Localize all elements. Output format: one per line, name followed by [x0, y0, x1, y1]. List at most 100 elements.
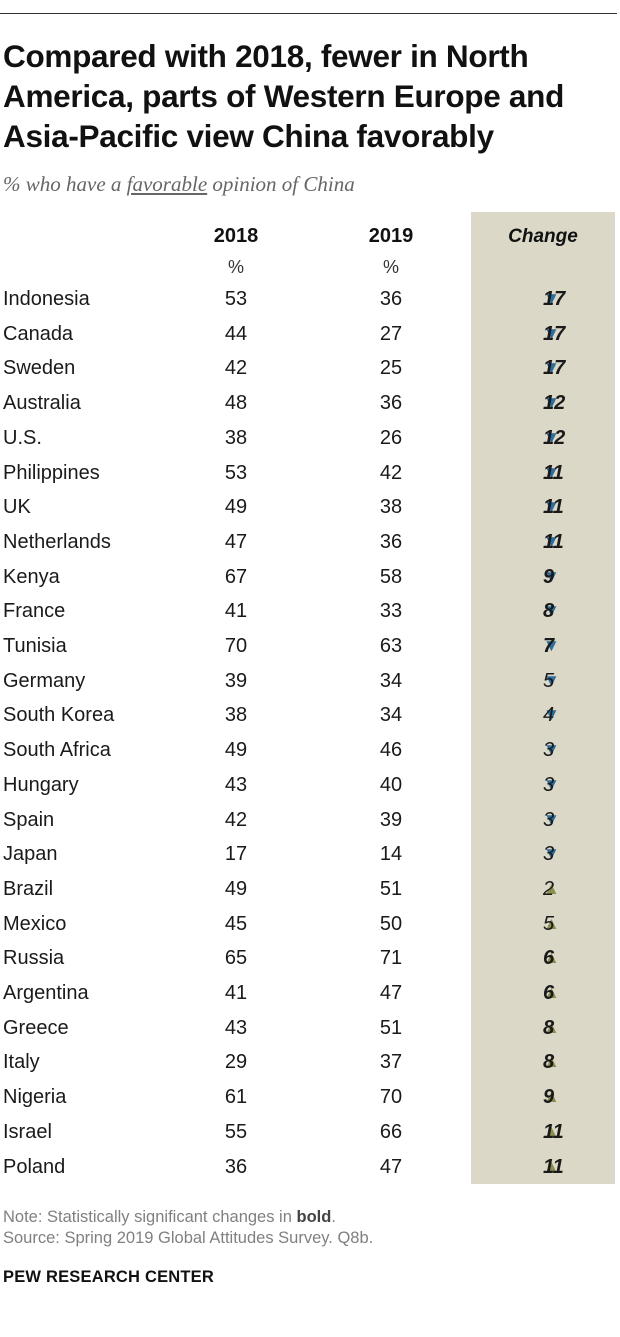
value-2019: 40 — [379, 773, 403, 796]
table-row: Hungary 43 40 ▼ 3 — [0, 768, 620, 802]
value-2019: 26 — [379, 426, 403, 449]
table-row: Nigeria 61 70 ▲ 9 — [0, 1080, 620, 1114]
triangle-down-icon: ▼ — [543, 566, 560, 586]
country-label: Israel — [3, 1120, 52, 1143]
triangle-down-icon: ▼ — [543, 497, 560, 517]
change-value: 12 — [543, 392, 566, 415]
value-2018: 42 — [224, 808, 248, 831]
value-2019: 34 — [379, 669, 403, 692]
table-row: Spain 42 39 ▼ 3 — [0, 803, 620, 837]
triangle-down-icon: ▼ — [543, 531, 560, 551]
value-2018: 45 — [224, 912, 248, 935]
country-label: Argentina — [3, 982, 89, 1004]
table-row: Kenya 67 58 ▼ 9 — [0, 560, 620, 594]
table-row: Poland 36 47 ▲ 11 — [0, 1150, 620, 1184]
value-2019: 63 — [379, 635, 403, 657]
change-value: 8 — [543, 1051, 555, 1074]
value-2019: 25 — [379, 357, 403, 380]
value-2019: 70 — [379, 1086, 403, 1109]
triangle-down-icon: ▼ — [543, 636, 560, 655]
value-2018: 49 — [224, 496, 248, 519]
chart-subtitle: % who have a favorable opinion of China — [3, 172, 355, 197]
table-row: Tunisia 70 63 ▼ 7 — [0, 629, 620, 663]
table-row: Italy 29 37 ▲ 8 — [0, 1045, 620, 1079]
triangle-down-icon: ▼ — [543, 323, 560, 343]
value-2018: 55 — [224, 1120, 248, 1143]
value-2019: 50 — [379, 912, 403, 935]
value-2018: 53 — [224, 461, 248, 484]
value-2018: 65 — [224, 947, 248, 970]
value-2019: 42 — [379, 461, 403, 484]
value-2018: 39 — [224, 669, 248, 692]
table-row: Germany 39 34 ▼ 5 — [0, 664, 620, 698]
country-label: Tunisia — [3, 635, 67, 657]
value-2018: 53 — [224, 288, 248, 310]
triangle-up-icon: ▲ — [543, 948, 560, 968]
column-header-2019: 2019 — [368, 225, 414, 247]
table-row: Netherlands 47 36 ▼ 11 — [0, 525, 620, 559]
value-2019: 27 — [379, 322, 403, 345]
table-row: Brazil 49 51 ▲ 2 — [0, 872, 620, 906]
country-label: Germany — [3, 669, 86, 692]
value-2018: 43 — [224, 1016, 248, 1039]
table-row: U.S. 38 26 ▼ 12 — [0, 421, 620, 455]
change-value: 12 — [543, 426, 566, 449]
change-value: 3 — [543, 843, 555, 866]
table-row: UK 49 38 ▼ 11 — [0, 490, 620, 524]
country-label: Japan — [3, 843, 58, 866]
table-row: Indonesia 53 36 ▼ 17 — [0, 282, 620, 316]
table-row: South Korea 38 34 ▼ 4 — [0, 698, 620, 732]
country-label: Indonesia — [3, 288, 90, 310]
value-2019: 33 — [379, 600, 403, 623]
table-row: Sweden 42 25 ▼ 17 — [0, 351, 620, 385]
triangle-down-icon: ▼ — [543, 358, 560, 378]
country-label: Australia — [3, 392, 81, 415]
table-row: Australia 48 36 ▼ 12 — [0, 386, 620, 420]
top-rule — [0, 13, 617, 14]
triangle-down-icon: ▼ — [543, 809, 560, 829]
country-label: Philippines — [3, 461, 100, 484]
source-line: Source: Spring 2019 Global Attitudes Sur… — [3, 1229, 374, 1247]
country-label: Mexico — [3, 912, 67, 935]
value-2018: 44 — [224, 322, 248, 345]
column-header-2018: 2018 — [213, 225, 259, 247]
triangle-up-icon: ▲ — [543, 1121, 560, 1141]
note-prefix: Note: Statistically significant changes … — [3, 1208, 297, 1226]
triangle-up-icon: ▲ — [543, 1052, 560, 1072]
change-value: 11 — [543, 530, 564, 553]
country-label: Poland — [3, 1155, 66, 1178]
change-value: 5 — [543, 912, 555, 935]
table-row: South Africa 49 46 ▼ 3 — [0, 733, 620, 767]
value-2019: 36 — [379, 392, 403, 415]
country-label: Brazil — [3, 877, 54, 900]
table-row: Russia 65 71 ▲ 6 — [0, 941, 620, 975]
value-2018: 17 — [224, 843, 248, 866]
value-2018: 70 — [224, 635, 248, 657]
value-2018: 29 — [224, 1051, 248, 1074]
triangle-down-icon: ▼ — [543, 462, 560, 482]
value-2018: 49 — [224, 877, 248, 900]
country-label: South Africa — [3, 739, 111, 762]
change-value: 11 — [543, 1155, 564, 1178]
value-2018: 48 — [224, 392, 248, 415]
unit-label-2019: % — [382, 257, 399, 277]
country-label: U.S. — [3, 426, 42, 449]
change-value: 5 — [543, 669, 555, 692]
table-row: Israel 55 66 ▲ 11 — [0, 1115, 620, 1149]
value-2019: 58 — [379, 565, 403, 588]
change-value: 11 — [543, 461, 564, 484]
value-2019: 46 — [379, 739, 403, 762]
change-value: 17 — [543, 288, 566, 310]
triangle-up-icon: ▲ — [543, 878, 560, 898]
change-value: 9 — [543, 565, 555, 588]
country-label: Italy — [3, 1051, 40, 1074]
country-label: UK — [3, 496, 31, 519]
triangle-down-icon: ▼ — [543, 705, 560, 725]
value-2019: 34 — [379, 704, 403, 727]
country-label: Kenya — [3, 565, 60, 588]
table-row: Argentina 41 47 ▲ 6 — [0, 976, 620, 1010]
subtitle-after: opinion of China — [207, 172, 355, 196]
table-row: Canada 44 27 ▼ 17 — [0, 317, 620, 351]
table-row: Japan 17 14 ▼ 3 — [0, 837, 620, 871]
triangle-up-icon: ▲ — [543, 913, 560, 933]
